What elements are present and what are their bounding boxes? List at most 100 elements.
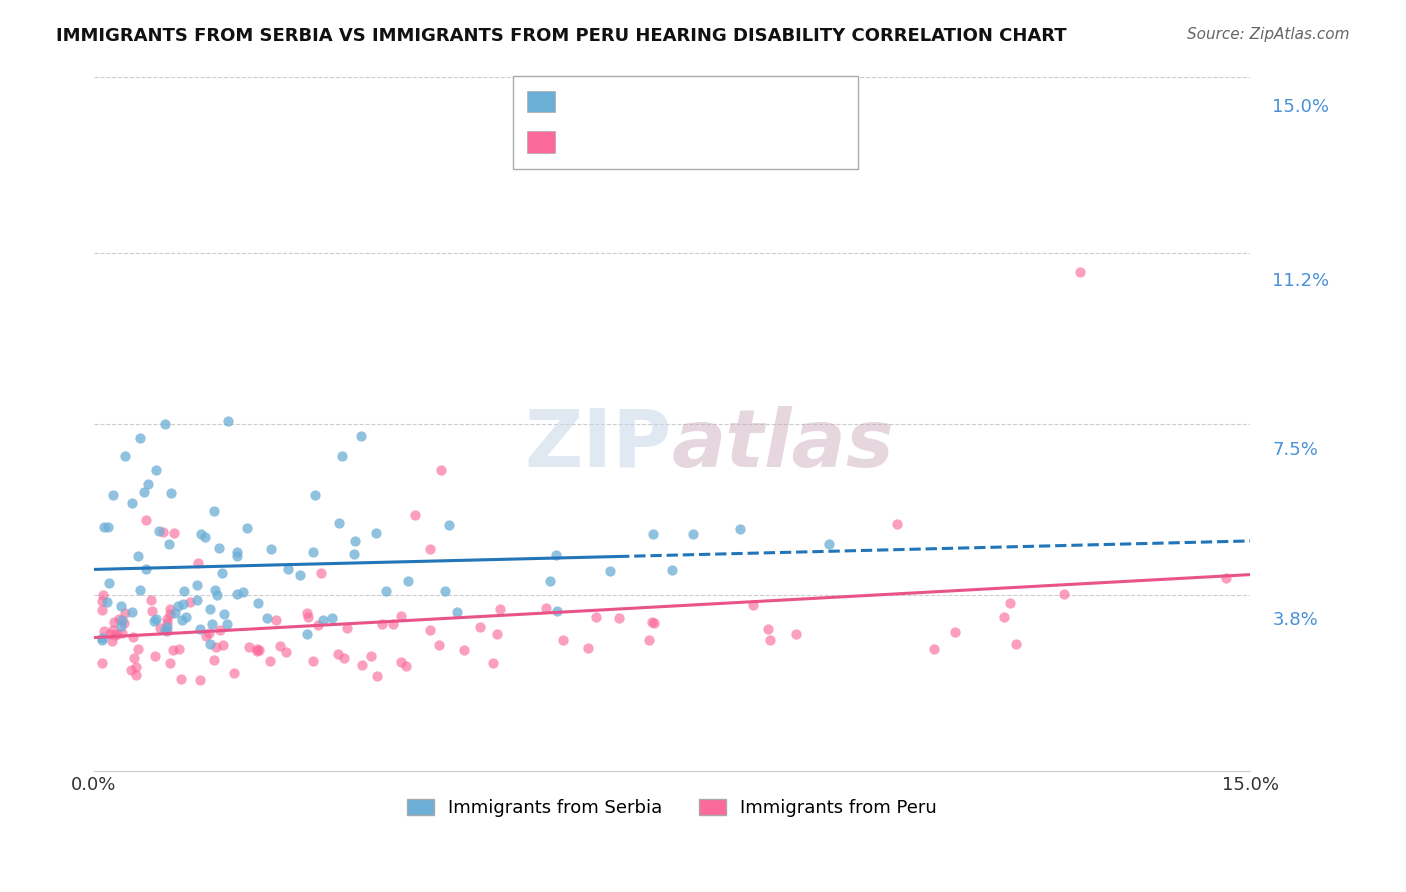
Point — [643, 615, 665, 630]
Point — [201, 617, 224, 632]
Point — [488, 601, 510, 615]
Point — [110, 619, 132, 633]
Point — [419, 542, 441, 557]
Point — [886, 516, 908, 531]
Point — [112, 615, 135, 630]
Point — [226, 549, 249, 563]
Point — [225, 545, 247, 559]
Point — [153, 624, 176, 638]
Point — [350, 429, 373, 443]
Point — [156, 615, 179, 630]
Point — [159, 656, 181, 670]
Point — [1215, 571, 1237, 585]
Point — [326, 648, 349, 662]
Text: IMMIGRANTS FROM SERBIA VS IMMIGRANTS FROM PERU HEARING DISABILITY CORRELATION CH: IMMIGRANTS FROM SERBIA VS IMMIGRANTS FRO… — [56, 27, 1067, 45]
Point — [135, 513, 157, 527]
Point — [246, 642, 269, 657]
Point — [163, 606, 186, 620]
Text: 0.179: 0.179 — [605, 131, 666, 151]
Point — [202, 504, 225, 518]
Point — [419, 623, 441, 637]
Point — [205, 588, 228, 602]
Point — [246, 644, 269, 658]
Point — [374, 583, 396, 598]
Text: 7.5%: 7.5% — [1272, 442, 1319, 459]
Point — [143, 614, 166, 628]
Point — [110, 599, 132, 613]
Legend: Immigrants from Serbia, Immigrants from Peru: Immigrants from Serbia, Immigrants from … — [399, 791, 945, 824]
Point — [114, 450, 136, 464]
Point — [145, 612, 167, 626]
Point — [208, 623, 231, 637]
Point — [364, 526, 387, 541]
Point — [307, 617, 329, 632]
Point — [404, 508, 426, 523]
Point — [304, 488, 326, 502]
Point — [198, 601, 221, 615]
Point — [247, 643, 270, 657]
Point — [381, 617, 404, 632]
Text: atlas: atlas — [672, 406, 894, 483]
Point — [343, 534, 366, 549]
Point — [121, 605, 143, 619]
Point — [167, 642, 190, 657]
Point — [312, 614, 335, 628]
Point — [186, 577, 208, 591]
Point — [534, 601, 557, 615]
Point — [742, 599, 765, 613]
Text: 11.2%: 11.2% — [1272, 272, 1330, 290]
Point — [309, 566, 332, 580]
Point — [159, 602, 181, 616]
Point — [333, 651, 356, 665]
Point — [328, 516, 350, 531]
Point — [121, 495, 143, 509]
Point — [256, 610, 278, 624]
Point — [149, 621, 172, 635]
Point — [205, 640, 228, 655]
Point — [141, 604, 163, 618]
Point — [114, 607, 136, 621]
Point — [485, 627, 508, 641]
Point — [91, 588, 114, 602]
Point — [156, 612, 179, 626]
Point — [585, 610, 607, 624]
Point — [124, 659, 146, 673]
Point — [139, 592, 162, 607]
Point — [217, 617, 239, 632]
Point — [269, 639, 291, 653]
Point — [396, 574, 419, 589]
Point — [159, 537, 181, 551]
Point — [202, 653, 225, 667]
Point — [638, 632, 661, 647]
Point — [302, 654, 325, 668]
Point — [395, 659, 418, 673]
Point — [187, 556, 209, 570]
Point — [538, 574, 561, 589]
Point — [129, 431, 152, 445]
Text: 15.0%: 15.0% — [1272, 98, 1330, 116]
Text: N =: N = — [664, 131, 707, 151]
Point — [204, 583, 226, 598]
Point — [350, 658, 373, 673]
Point — [194, 530, 217, 544]
Point — [111, 626, 134, 640]
Point — [302, 545, 325, 559]
Point — [103, 615, 125, 629]
Point — [599, 564, 621, 578]
Point — [1005, 637, 1028, 651]
Point — [90, 632, 112, 647]
Point — [389, 655, 412, 669]
Point — [166, 599, 188, 613]
Point — [162, 643, 184, 657]
Point — [156, 624, 179, 639]
Point — [145, 463, 167, 477]
Point — [96, 595, 118, 609]
Text: 79: 79 — [703, 91, 730, 111]
Point — [661, 563, 683, 577]
Point — [101, 488, 124, 502]
Point — [190, 527, 212, 541]
Point — [389, 609, 412, 624]
Point — [211, 566, 233, 580]
Point — [90, 631, 112, 645]
Point — [224, 665, 246, 680]
